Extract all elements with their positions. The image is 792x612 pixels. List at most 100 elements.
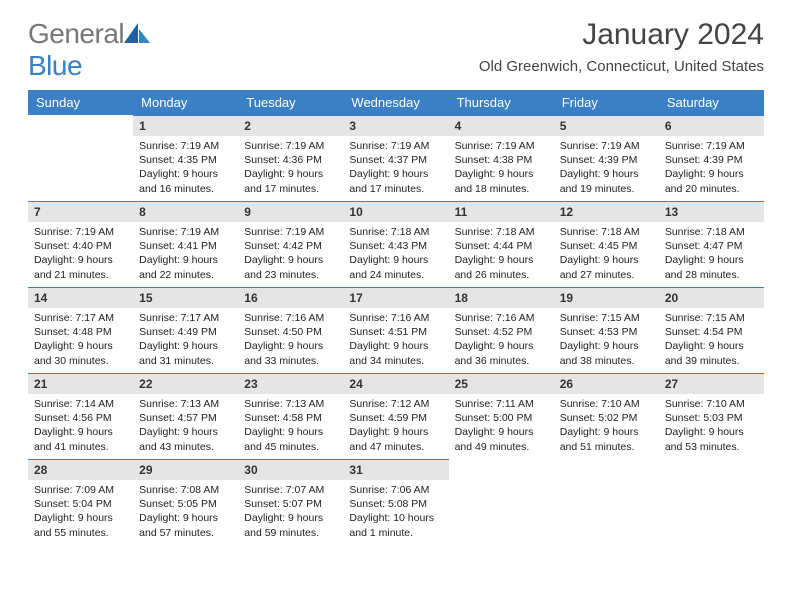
daylight-text: Daylight: 9 hours and 57 minutes. bbox=[139, 511, 232, 539]
day-number: 3 bbox=[343, 115, 448, 136]
sunset-text: Sunset: 4:41 PM bbox=[139, 239, 232, 253]
sunrise-text: Sunrise: 7:16 AM bbox=[455, 311, 548, 325]
calendar-cell: 4Sunrise: 7:19 AMSunset: 4:38 PMDaylight… bbox=[449, 115, 554, 201]
calendar-cell bbox=[659, 459, 764, 545]
sunset-text: Sunset: 5:04 PM bbox=[34, 497, 127, 511]
calendar-cell bbox=[449, 459, 554, 545]
day-body: Sunrise: 7:15 AMSunset: 4:53 PMDaylight:… bbox=[554, 308, 659, 372]
daylight-text: Daylight: 9 hours and 27 minutes. bbox=[560, 253, 653, 281]
calendar-cell: 30Sunrise: 7:07 AMSunset: 5:07 PMDayligh… bbox=[238, 459, 343, 545]
sunset-text: Sunset: 5:07 PM bbox=[244, 497, 337, 511]
sunset-text: Sunset: 4:42 PM bbox=[244, 239, 337, 253]
day-number: 12 bbox=[554, 201, 659, 222]
sunrise-text: Sunrise: 7:07 AM bbox=[244, 483, 337, 497]
sunrise-text: Sunrise: 7:08 AM bbox=[139, 483, 232, 497]
calendar-cell: 17Sunrise: 7:16 AMSunset: 4:51 PMDayligh… bbox=[343, 287, 448, 373]
day-body: Sunrise: 7:19 AMSunset: 4:37 PMDaylight:… bbox=[343, 136, 448, 200]
sunset-text: Sunset: 4:45 PM bbox=[560, 239, 653, 253]
day-body: Sunrise: 7:19 AMSunset: 4:39 PMDaylight:… bbox=[554, 136, 659, 200]
daylight-text: Daylight: 9 hours and 21 minutes. bbox=[34, 253, 127, 281]
sunset-text: Sunset: 4:44 PM bbox=[455, 239, 548, 253]
calendar-body: 1 Sunrise: 7:19 AM Sunset: 4:35 PM Daylight… bbox=[28, 115, 764, 545]
day-number: 22 bbox=[133, 373, 238, 394]
day-body: Sunrise: 7:06 AMSunset: 5:08 PMDaylight:… bbox=[343, 480, 448, 544]
calendar-cell: 25Sunrise: 7:11 AMSunset: 5:00 PMDayligh… bbox=[449, 373, 554, 459]
day-number: 20 bbox=[659, 287, 764, 308]
day-number: 13 bbox=[659, 201, 764, 222]
day-body: Sunrise: 7:18 AMSunset: 4:44 PMDaylight:… bbox=[449, 222, 554, 286]
day-body: Sunrise: 7:07 AMSunset: 5:07 PMDaylight:… bbox=[238, 480, 343, 544]
day-body: Sunrise: 7:09 AMSunset: 5:04 PMDaylight:… bbox=[28, 480, 133, 544]
sunrise-text: Sunrise: 7:10 AM bbox=[560, 397, 653, 411]
day-number: 5 bbox=[554, 115, 659, 136]
day-number: 11 bbox=[449, 201, 554, 222]
sunset-text: Sunset: 4:39 PM bbox=[560, 153, 653, 167]
calendar-cell bbox=[554, 459, 659, 545]
day-number: 1 bbox=[133, 115, 238, 136]
day-body: Sunrise: 7:16 AMSunset: 4:50 PMDaylight:… bbox=[238, 308, 343, 372]
brand-logo: GeneralBlue bbox=[28, 18, 150, 82]
calendar-week-row: 28Sunrise: 7:09 AMSunset: 5:04 PMDayligh… bbox=[28, 459, 764, 545]
sunrise-text: Sunrise: 7:19 AM bbox=[665, 139, 758, 153]
sunrise-text: Sunrise: 7:13 AM bbox=[139, 397, 232, 411]
day-body: Sunrise: 7:16 AMSunset: 4:51 PMDaylight:… bbox=[343, 308, 448, 372]
daylight-text: Daylight: 9 hours and 34 minutes. bbox=[349, 339, 442, 367]
day-body: Sunrise: 7:19 AMSunset: 4:40 PMDaylight:… bbox=[28, 222, 133, 286]
day-number: 24 bbox=[343, 373, 448, 394]
sunset-text: Sunset: 5:05 PM bbox=[139, 497, 232, 511]
calendar-header-row: SundayMondayTuesdayWednesdayThursdayFrid… bbox=[28, 90, 764, 115]
day-number: 19 bbox=[554, 287, 659, 308]
calendar-cell: 22Sunrise: 7:13 AMSunset: 4:57 PMDayligh… bbox=[133, 373, 238, 459]
calendar-cell: 20Sunrise: 7:15 AMSunset: 4:54 PMDayligh… bbox=[659, 287, 764, 373]
day-number: 10 bbox=[343, 201, 448, 222]
day-number: 31 bbox=[343, 459, 448, 480]
calendar-cell: 11Sunrise: 7:18 AMSunset: 4:44 PMDayligh… bbox=[449, 201, 554, 287]
day-number: 28 bbox=[28, 459, 133, 480]
day-body: Sunrise: 7:18 AMSunset: 4:47 PMDaylight:… bbox=[659, 222, 764, 286]
day-body: Sunrise: 7:18 AMSunset: 4:43 PMDaylight:… bbox=[343, 222, 448, 286]
calendar-cell: 3Sunrise: 7:19 AMSunset: 4:37 PMDaylight… bbox=[343, 115, 448, 201]
weekday-header: Thursday bbox=[449, 90, 554, 115]
calendar-cell: 23Sunrise: 7:13 AMSunset: 4:58 PMDayligh… bbox=[238, 373, 343, 459]
day-body: Sunrise: 7:17 AMSunset: 4:48 PMDaylight:… bbox=[28, 308, 133, 372]
day-number: 14 bbox=[28, 287, 133, 308]
month-title: January 2024 bbox=[479, 18, 764, 52]
day-number: 30 bbox=[238, 459, 343, 480]
location-text: Old Greenwich, Connecticut, United State… bbox=[479, 58, 764, 75]
daylight-text: Daylight: 9 hours and 49 minutes. bbox=[455, 425, 548, 453]
day-number: 15 bbox=[133, 287, 238, 308]
day-number: 18 bbox=[449, 287, 554, 308]
day-body: Sunrise: 7:12 AMSunset: 4:59 PMDaylight:… bbox=[343, 394, 448, 458]
calendar-table: SundayMondayTuesdayWednesdayThursdayFrid… bbox=[28, 90, 764, 545]
daylight-text: Daylight: 9 hours and 33 minutes. bbox=[244, 339, 337, 367]
sunset-text: Sunset: 4:37 PM bbox=[349, 153, 442, 167]
day-number: 6 bbox=[659, 115, 764, 136]
sunrise-text: Sunrise: 7:19 AM bbox=[560, 139, 653, 153]
daylight-text: Daylight: 9 hours and 31 minutes. bbox=[139, 339, 232, 367]
title-block: January 2024 Old Greenwich, Connecticut,… bbox=[479, 18, 764, 75]
daylight-text: Daylight: 9 hours and 39 minutes. bbox=[665, 339, 758, 367]
sunrise-text: Sunrise: 7:12 AM bbox=[349, 397, 442, 411]
day-body: Sunrise: 7:17 AMSunset: 4:49 PMDaylight:… bbox=[133, 308, 238, 372]
brand-part2: Blue bbox=[28, 50, 82, 81]
calendar-cell: 12Sunrise: 7:18 AMSunset: 4:45 PMDayligh… bbox=[554, 201, 659, 287]
calendar-cell: 18Sunrise: 7:16 AMSunset: 4:52 PMDayligh… bbox=[449, 287, 554, 373]
sunrise-text: Sunrise: 7:19 AM bbox=[139, 225, 232, 239]
calendar-cell: 26Sunrise: 7:10 AMSunset: 5:02 PMDayligh… bbox=[554, 373, 659, 459]
sunset-text: Sunset: 4:39 PM bbox=[665, 153, 758, 167]
calendar-week-row: 7Sunrise: 7:19 AMSunset: 4:40 PMDaylight… bbox=[28, 201, 764, 287]
daylight-text: Daylight: 9 hours and 41 minutes. bbox=[34, 425, 127, 453]
sunset-text: Sunset: 4:36 PM bbox=[244, 153, 337, 167]
daylight-text: Daylight: 9 hours and 45 minutes. bbox=[244, 425, 337, 453]
sunrise-text: Sunrise: 7:19 AM bbox=[349, 139, 442, 153]
daylight-text: Daylight: 9 hours and 53 minutes. bbox=[665, 425, 758, 453]
daylight-text: Daylight: 9 hours and 59 minutes. bbox=[244, 511, 337, 539]
sunset-text: Sunset: 5:00 PM bbox=[455, 411, 548, 425]
day-body: Sunrise: 7:19 AMSunset: 4:36 PMDaylight:… bbox=[238, 136, 343, 200]
day-body: Sunrise: 7:13 AMSunset: 4:58 PMDaylight:… bbox=[238, 394, 343, 458]
calendar-cell: 9Sunrise: 7:19 AMSunset: 4:42 PMDaylight… bbox=[238, 201, 343, 287]
page-header: GeneralBlue January 2024 Old Greenwich, … bbox=[28, 18, 764, 82]
calendar-cell bbox=[28, 115, 133, 201]
sunrise-text: Sunrise: 7:16 AM bbox=[244, 311, 337, 325]
sunset-text: Sunset: 4:35 PM bbox=[139, 153, 232, 167]
